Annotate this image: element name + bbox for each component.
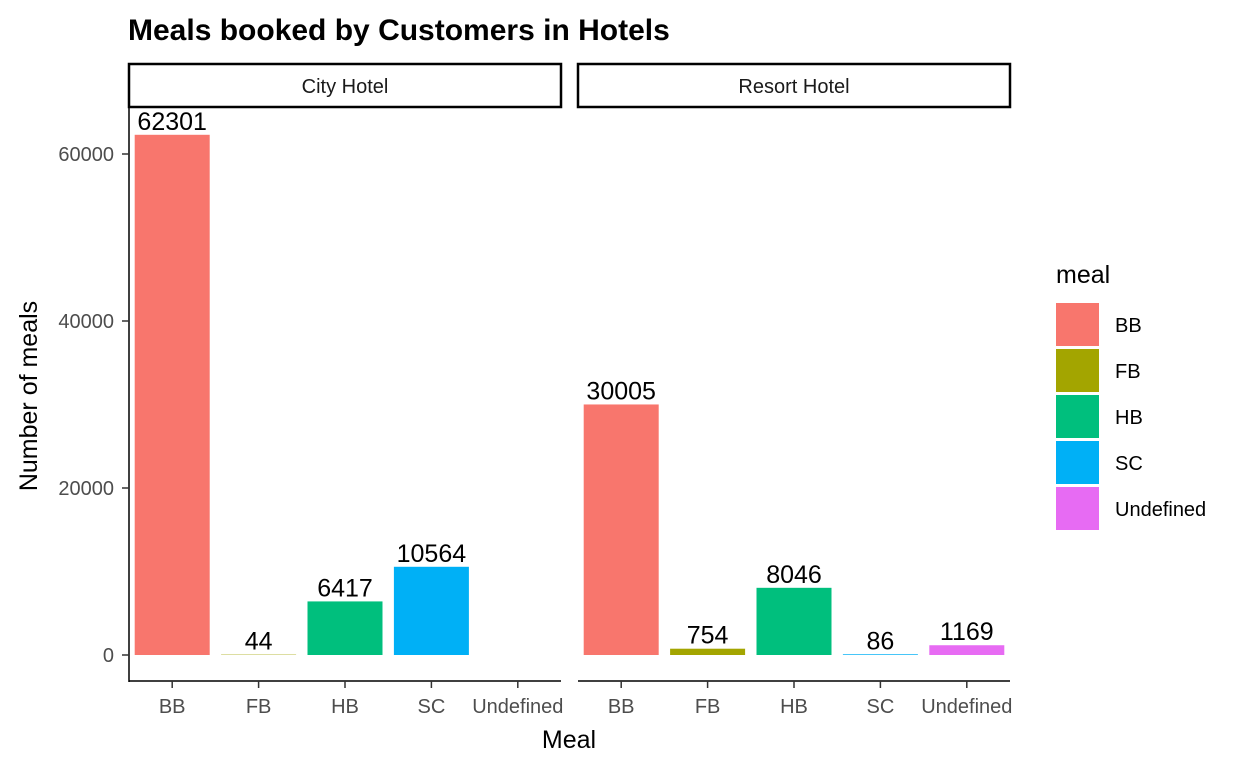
legend-label: HB	[1115, 407, 1143, 429]
data-label: 6417	[317, 574, 373, 602]
facet-label-resort: Resort Hotel	[738, 76, 849, 98]
y-tick-label: 40000	[58, 311, 114, 333]
x-tick-label: SC	[867, 696, 895, 718]
x-tick-label: BB	[608, 696, 635, 718]
x-tick-label: FB	[695, 696, 721, 718]
legend-key-sc	[1056, 441, 1099, 484]
bar-hb	[756, 587, 832, 655]
data-label: 86	[866, 627, 894, 655]
bar-undefined	[929, 645, 1005, 655]
legend-key-undefined	[1056, 487, 1099, 530]
x-tick-label: BB	[159, 696, 186, 718]
data-label: 30005	[586, 377, 656, 405]
data-label: 44	[245, 628, 273, 656]
x-tick-label: HB	[780, 696, 808, 718]
chart-title: Meals booked by Customers in Hotels	[128, 14, 670, 47]
legend-label: BB	[1115, 315, 1142, 337]
facet-label-city: City Hotel	[302, 76, 389, 98]
legend-label: SC	[1115, 453, 1143, 475]
bar-sc	[393, 566, 469, 655]
bar-sc	[842, 654, 918, 655]
legend-key-bb	[1056, 303, 1099, 346]
legend-key-fb	[1056, 349, 1099, 392]
legend-key-hb	[1056, 395, 1099, 438]
legend-label: Undefined	[1115, 499, 1206, 521]
facet-strip-resort: Resort Hotel	[576, 62, 1012, 109]
legend-label: FB	[1115, 361, 1141, 383]
y-tick-label: 60000	[58, 144, 114, 166]
data-label: 754	[687, 622, 729, 650]
bar-fb	[670, 648, 746, 655]
y-tick-label: 20000	[58, 478, 114, 500]
x-axis-title: Meal	[542, 726, 596, 754]
legend-title: meal	[1056, 261, 1110, 289]
data-label: 8046	[766, 561, 822, 589]
bar-hb	[307, 601, 383, 655]
x-tick-label: Undefined	[472, 696, 563, 718]
x-tick-label: HB	[331, 696, 359, 718]
y-axis-title: Number of meals	[15, 301, 43, 491]
data-label: 62301	[137, 108, 207, 136]
facet-strip-city: City Hotel	[127, 62, 563, 109]
data-label: 1169	[940, 618, 994, 646]
x-tick-label: FB	[246, 696, 272, 718]
bar-bb	[583, 404, 659, 655]
x-tick-label: Undefined	[921, 696, 1012, 718]
x-tick-label: SC	[418, 696, 446, 718]
bar-bb	[134, 134, 210, 656]
data-label: 10564	[397, 540, 467, 568]
y-tick-label: 0	[103, 645, 114, 667]
